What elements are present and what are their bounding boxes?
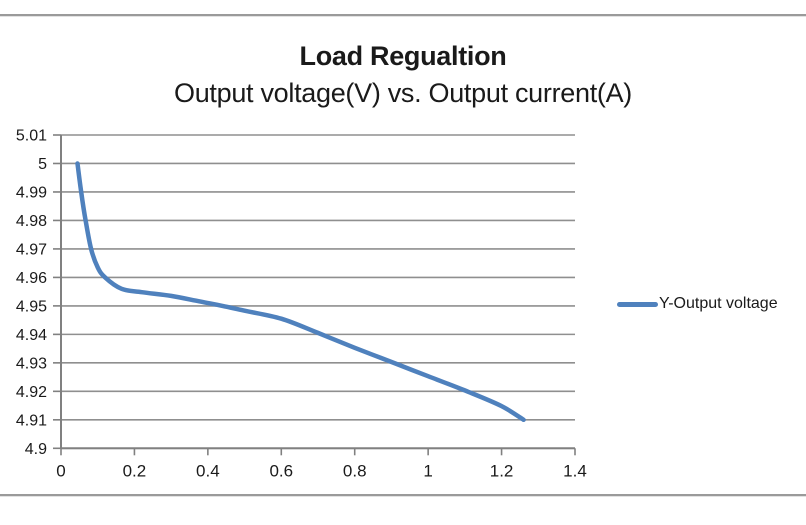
y-axis-tick-label: 4.93: [16, 355, 47, 372]
y-axis-tick-label: 4.98: [16, 213, 47, 230]
x-axis-tick-label: 0.6: [269, 461, 293, 480]
y-axis-tick-label: 4.92: [16, 384, 47, 401]
y-axis-tick-label: 4.96: [16, 270, 47, 287]
x-axis-tick-label: 1.4: [563, 461, 587, 480]
legend-line-swatch: [617, 301, 658, 307]
y-axis-tick-label: 4.9: [25, 441, 47, 458]
y-axis-tick-label: 4.91: [16, 412, 47, 429]
y-axis-tick-label: 4.95: [16, 298, 47, 315]
bottom-divider: [0, 494, 806, 497]
legend: Y-Output voltage: [617, 295, 778, 313]
x-axis-tick-label: 1.2: [490, 461, 514, 480]
chart-title: Load Regualtion: [299, 41, 507, 71]
x-axis-tick-label: 0.4: [196, 461, 220, 480]
y-axis-tick-label: 4.94: [16, 327, 47, 344]
y-axis-tick-label: 4.99: [16, 184, 47, 201]
series-line: [75, 161, 526, 423]
top-divider: [0, 14, 806, 17]
chart-subtitle: Output voltage(V) vs. Output current(A): [174, 78, 632, 108]
x-axis-tick-label: 1: [423, 461, 432, 480]
legend-label: Y-Output voltage: [659, 295, 778, 312]
x-axis-tick-label: 0.8: [343, 461, 367, 480]
y-axis-tick-label: 5: [38, 156, 47, 173]
y-axis-tick-label: 5.01: [16, 128, 47, 145]
x-axis-tick-label: 0.2: [123, 461, 147, 480]
y-axis-tick-label: 4.97: [16, 241, 47, 258]
x-axis-tick-label: 0: [56, 461, 65, 480]
